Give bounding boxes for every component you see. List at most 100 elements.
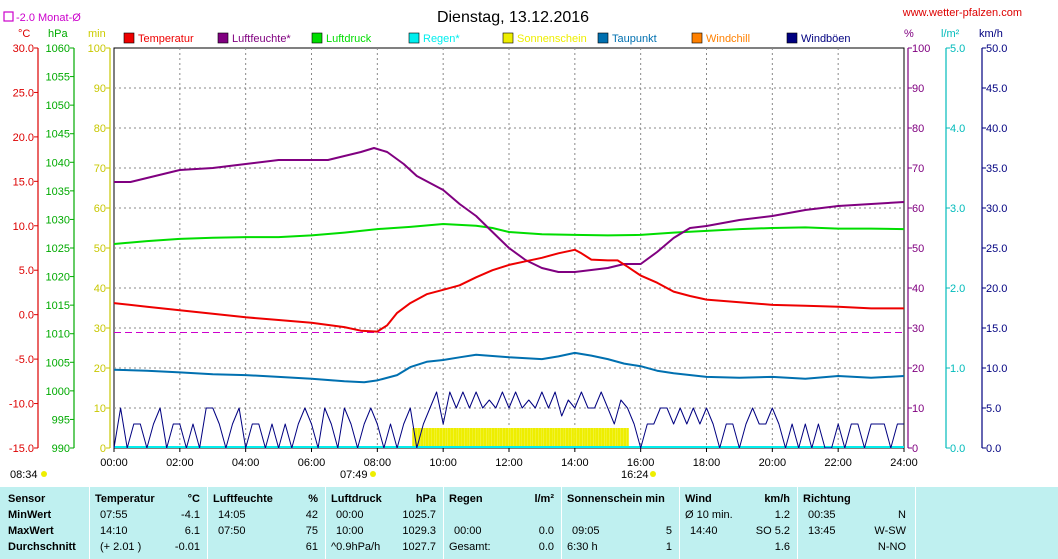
x-tick: 10:00 [429, 457, 457, 469]
press-time: ^0.9hPa/h [331, 541, 381, 553]
legend-swatch-sonnenschein [502, 32, 514, 44]
sunshine-bar [626, 428, 629, 448]
rain-value: 0.0 [538, 541, 554, 553]
axis-minutes-tick: 10 [94, 403, 106, 415]
sunset-icon [650, 471, 656, 477]
temp-value: 6.1 [184, 525, 200, 537]
stats-separator [443, 487, 444, 559]
press-time: 00:00 [336, 509, 364, 521]
dir-value: N [898, 509, 906, 521]
x-tick: 14:00 [561, 457, 589, 469]
stats-header-temperatur: Temperatur [95, 493, 155, 505]
sunshine-bar [601, 428, 605, 448]
axis-wind-tick: 50.0 [986, 43, 1007, 55]
axis-minutes-tick: 20 [94, 363, 106, 375]
stats-header-luftdruck-unit: hPa [415, 493, 436, 505]
hum-time: 07:50 [218, 525, 246, 537]
sunshine-bar [420, 428, 424, 448]
stats-separator [915, 487, 916, 559]
stats-header-regen: Regen [449, 493, 483, 505]
sunrise-time: 08:34 [10, 469, 38, 481]
unit-humidity: % [904, 28, 914, 40]
axis-temp-tick: -10.0 [9, 399, 34, 411]
sunshine-bar [585, 428, 588, 448]
sunshine-bar [596, 428, 599, 448]
axis-temp-tick: 30.0 [13, 43, 34, 55]
x-tick: 06:00 [298, 457, 326, 469]
sunshine-bar [434, 428, 437, 448]
sunshine-bar [489, 428, 492, 448]
sunshine-bar [425, 428, 429, 448]
unit-temp: °C [18, 28, 30, 40]
sunshine-bar [590, 428, 594, 448]
press-value: 1027.7 [402, 541, 436, 553]
sunshine-bar [524, 428, 528, 448]
axis-pressure-tick: 1050 [46, 100, 70, 112]
sunshine-bar [442, 428, 446, 448]
axis-minutes-tick: 0 [100, 443, 106, 455]
sunshine-bar [535, 428, 539, 448]
temp-time: (+ 2.01 ) [100, 541, 142, 553]
axis-humidity-tick: 50 [912, 243, 924, 255]
stats-panel: Sensor Temperatur °C Luftfeuchte % Luftd… [0, 487, 1058, 559]
hum-value: 61 [305, 541, 318, 553]
dir-value: W-SW [874, 525, 906, 537]
stats-separator [679, 487, 680, 559]
legend-label-luftdruck: Luftdruck [326, 33, 372, 45]
sunshine-bar [464, 428, 467, 448]
axis-pressure-tick: 1040 [46, 157, 70, 169]
sunshine-bar [538, 428, 542, 448]
website-label: www.wetter-pfalzen.com [902, 7, 1022, 19]
axis-temp-tick: 5.0 [19, 265, 34, 277]
unit-rain: l/m² [941, 28, 960, 40]
axis-humidity-tick: 60 [912, 203, 924, 215]
axis-wind-tick: 35.0 [986, 163, 1007, 175]
legend-label-sonnenschein: Sonnenschein [517, 33, 587, 45]
axes: 30.0 25.0 20.0 15.0 10.0 5.0 0.0 -5.0 -10.0 -15.0… [9, 43, 1008, 469]
axis-rain-tick: 0.0 [950, 443, 965, 455]
axis-temp-tick: -15.0 [9, 443, 34, 455]
press-value: 1025.7 [402, 509, 436, 521]
sunshine-bar [541, 428, 544, 448]
hum-value: 75 [305, 525, 318, 537]
stats-header-richtung: Richtung [803, 493, 851, 505]
axis-rain-tick: 4.0 [950, 123, 965, 135]
sunshine-bar [483, 428, 487, 448]
axis-wind-tick: 10.0 [986, 363, 1007, 375]
hum-value: 42 [305, 509, 318, 521]
sunshine-bar [519, 428, 522, 448]
sunshine-bar [571, 428, 574, 448]
axis-rain-tick: 3.0 [950, 203, 965, 215]
x-tick: 22:00 [824, 457, 852, 469]
series-line-luftfeuchte [114, 147, 905, 273]
noon-time: 07:49 [340, 469, 368, 481]
sunshine-bar [497, 428, 500, 448]
axis-wind-tick: 25.0 [986, 243, 1007, 255]
sunshine-bar [563, 428, 566, 448]
sunshine-bar [447, 428, 451, 448]
sunshine-bar [439, 428, 443, 448]
legend-swatch-windchill [691, 32, 703, 44]
sunshine-bar [436, 428, 440, 448]
axis-humidity-tick: 80 [912, 123, 924, 135]
axis-pressure-tick: 1035 [46, 186, 70, 198]
sunshine-bar [467, 428, 470, 448]
stats-separator [561, 487, 562, 559]
sunshine-bar [445, 428, 448, 448]
stats-header-regen-unit: l/m² [534, 493, 554, 505]
axis-pressure-tick: 1060 [46, 43, 70, 55]
legend-label-windboeen: Windböen [801, 33, 851, 45]
axis-humidity-tick: 100 [912, 43, 930, 55]
dir-time: 00:35 [808, 509, 836, 521]
sun-time: 09:05 [572, 525, 600, 537]
sunshine-bar [587, 428, 591, 448]
axis-wind-tick: 45.0 [986, 83, 1007, 95]
axis-temp-tick: 0.0 [19, 310, 34, 322]
plot-area [113, 147, 905, 449]
stats-header-luftfeuchte: Luftfeuchte [213, 493, 273, 505]
dir-time: 13:45 [808, 525, 836, 537]
sunshine-bar [543, 428, 547, 448]
sunshine-bar [475, 428, 478, 448]
axis-humidity-tick: 90 [912, 83, 924, 95]
x-tick: 08:00 [364, 457, 392, 469]
